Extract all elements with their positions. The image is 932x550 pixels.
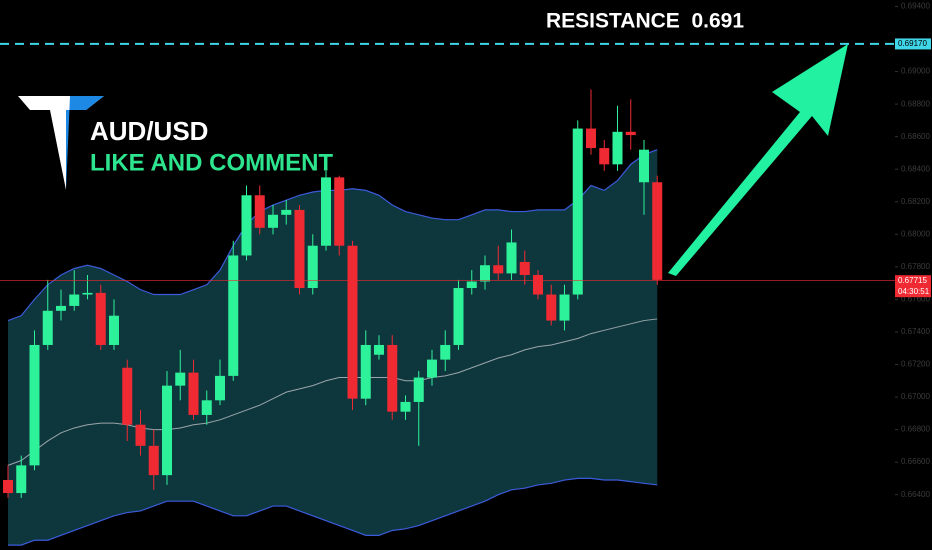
candle-body bbox=[268, 214, 278, 228]
candle-body bbox=[135, 424, 146, 446]
candles bbox=[3, 89, 663, 498]
price-tag bbox=[895, 275, 931, 298]
y-tick-label: 0.67000 bbox=[901, 392, 930, 401]
y-tick-label: 0.66600 bbox=[901, 457, 930, 466]
candle-body bbox=[148, 445, 159, 476]
cta-label: LIKE AND COMMENT bbox=[90, 149, 333, 176]
candle-body bbox=[56, 305, 66, 311]
y-tick-label: 0.69000 bbox=[901, 67, 930, 76]
candle-body bbox=[440, 344, 451, 360]
candle-body bbox=[215, 375, 225, 401]
y-tick-label: 0.67800 bbox=[901, 262, 930, 271]
candle-body bbox=[652, 182, 663, 280]
candle-body bbox=[559, 294, 570, 321]
y-tick-label: 0.68000 bbox=[901, 229, 930, 238]
candle-body bbox=[109, 315, 119, 345]
candle-body bbox=[413, 377, 424, 402]
candle-body bbox=[334, 177, 345, 246]
candle-body bbox=[3, 480, 13, 494]
candle-body bbox=[254, 195, 265, 228]
arrow bbox=[668, 44, 848, 276]
candle-body bbox=[427, 359, 437, 378]
candle-body bbox=[228, 255, 239, 376]
y-tick-label: 0.69400 bbox=[901, 2, 930, 11]
logo bbox=[18, 96, 104, 190]
price-tag-label: 0.69170 bbox=[898, 39, 927, 48]
y-tick-label: 0.68400 bbox=[901, 164, 930, 173]
y-tick-label: 0.68600 bbox=[901, 132, 930, 141]
candle-body bbox=[466, 281, 477, 289]
candle-body bbox=[347, 245, 358, 399]
price-axis: 0.66400 0.66600 0.66800 0.67000 0.67200 0.674… bbox=[895, 0, 932, 550]
price-tag bbox=[895, 38, 931, 50]
y-tick-label: 0.68800 bbox=[901, 99, 930, 108]
candle-body bbox=[506, 242, 517, 274]
candle-body bbox=[42, 310, 53, 345]
y-tick-label: 0.66800 bbox=[901, 425, 930, 434]
candle-body bbox=[201, 400, 212, 415]
candle-body bbox=[307, 245, 318, 289]
y-tick-label: 0.67200 bbox=[901, 360, 930, 369]
candle-body bbox=[519, 261, 530, 275]
price-tag-label: 0.67715 bbox=[898, 276, 927, 285]
candle-body bbox=[493, 265, 504, 274]
candle-body bbox=[162, 385, 172, 476]
y-tick-label: 0.66400 bbox=[901, 490, 930, 499]
candle-body bbox=[546, 294, 557, 321]
candle-body bbox=[360, 344, 371, 399]
candle-body bbox=[599, 148, 610, 165]
candle-body bbox=[69, 294, 80, 306]
candle-body bbox=[95, 292, 106, 345]
candle-body bbox=[639, 149, 649, 183]
y-tick-label: 0.67600 bbox=[901, 295, 930, 304]
band-middle bbox=[7, 318, 658, 466]
candle-body bbox=[175, 372, 186, 386]
band-upper bbox=[7, 149, 658, 322]
candle-body bbox=[294, 209, 305, 289]
candle-body bbox=[612, 131, 623, 165]
countdown-label: 04:30:51 bbox=[898, 287, 930, 296]
candle-body bbox=[400, 401, 411, 412]
candle-body bbox=[533, 275, 543, 295]
candle-body bbox=[188, 372, 199, 415]
candle-body bbox=[122, 367, 133, 425]
candle-body bbox=[29, 344, 40, 466]
candle-body bbox=[453, 288, 464, 345]
band-lower bbox=[8, 477, 658, 546]
axis-panel bbox=[895, 0, 932, 550]
resistance-label: RESISTANCE 0.691 bbox=[546, 10, 744, 33]
y-tick-label: 0.68200 bbox=[901, 197, 930, 206]
y-tick-label: 0.67400 bbox=[901, 327, 930, 336]
candle-body bbox=[480, 265, 490, 282]
candle-body bbox=[586, 128, 596, 149]
candle-body bbox=[241, 195, 252, 256]
candle-body bbox=[625, 131, 636, 136]
candle-body bbox=[387, 344, 398, 412]
candle-body bbox=[16, 465, 27, 494]
candle-body bbox=[281, 209, 292, 215]
candle-body bbox=[321, 177, 331, 246]
candle-body bbox=[82, 292, 93, 295]
pair-label: AUD/USD bbox=[90, 116, 208, 146]
candle-body bbox=[572, 128, 583, 295]
candle-body bbox=[374, 344, 384, 355]
